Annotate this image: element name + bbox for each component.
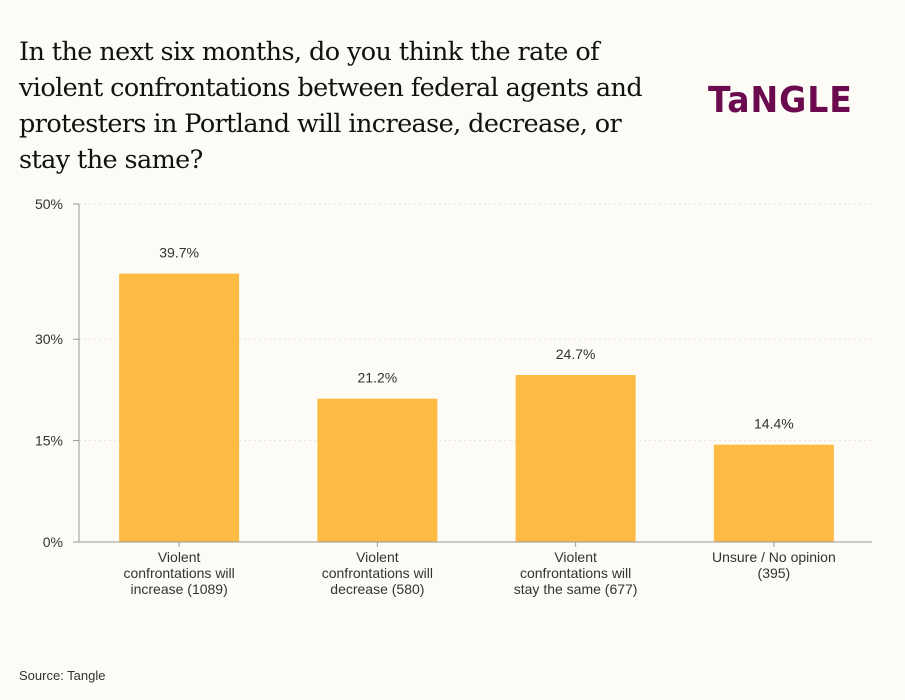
data-label: 24.7% <box>556 346 596 362</box>
x-tick-label: Violent confrontations will decrease (580) <box>322 549 433 597</box>
y-tick-label: 50% <box>35 196 63 212</box>
bars <box>119 273 834 542</box>
data-labels: 39.7% 21.2% 24.7% 14.4% <box>159 245 793 432</box>
chart-title: In the next six months, do you think the… <box>19 37 643 175</box>
x-tick-label-line: stay the same (677) <box>514 581 638 597</box>
bar <box>515 375 636 542</box>
data-label: 39.7% <box>159 245 199 261</box>
x-axis: Violent confrontations will increase (1089… <box>79 541 872 597</box>
data-label: 21.2% <box>358 370 398 386</box>
gridlines <box>79 203 872 442</box>
x-tick-label: Violent confrontations will stay the same … <box>514 549 638 597</box>
x-tick-label-line: Violent <box>158 549 201 565</box>
source-note: Source: Tangle <box>19 668 106 683</box>
x-tick-label-line: Violent <box>356 549 399 565</box>
y-tick-label: 30% <box>35 331 63 347</box>
y-axis: 0% 15% 30% 50% <box>35 196 80 550</box>
y-tick-label: 0% <box>43 534 63 550</box>
x-tick-label-line: confrontations will <box>322 565 433 581</box>
bar <box>119 273 240 542</box>
bar <box>713 444 834 542</box>
x-tick-label-line: decrease (580) <box>330 581 424 597</box>
x-tick-label-line: Violent <box>554 549 597 565</box>
x-tick-label-line: Unsure / No opinion <box>712 549 836 565</box>
tangle-logo: TaNGLE <box>708 80 853 121</box>
x-tick-label: Violent confrontations will increase (1089… <box>123 549 234 597</box>
data-label: 14.4% <box>754 416 794 432</box>
x-tick-label: Unsure / No opinion (395) <box>712 549 836 581</box>
x-tick-label-line: increase (1089) <box>130 581 227 597</box>
bar <box>317 398 438 542</box>
x-tick-label-line: (395) <box>758 565 791 581</box>
x-tick-label-line: confrontations will <box>123 565 234 581</box>
y-tick-label: 15% <box>35 433 63 449</box>
x-tick-label-line: confrontations will <box>520 565 631 581</box>
